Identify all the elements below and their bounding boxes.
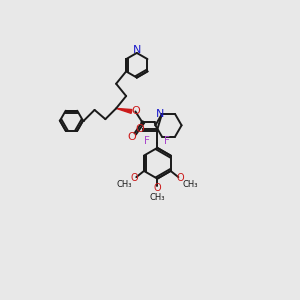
Text: O: O	[176, 173, 184, 183]
Text: F: F	[164, 136, 170, 146]
Text: N: N	[156, 109, 165, 119]
Text: O: O	[131, 106, 140, 116]
Text: CH₃: CH₃	[117, 180, 133, 189]
Text: N: N	[133, 45, 141, 55]
Text: CH₃: CH₃	[182, 180, 198, 189]
Text: O: O	[154, 183, 161, 193]
Polygon shape	[116, 108, 132, 113]
Text: CH₃: CH₃	[150, 194, 165, 202]
Text: O: O	[131, 173, 139, 183]
Text: F: F	[144, 136, 150, 146]
Text: O: O	[127, 132, 136, 142]
Text: O: O	[135, 124, 144, 134]
